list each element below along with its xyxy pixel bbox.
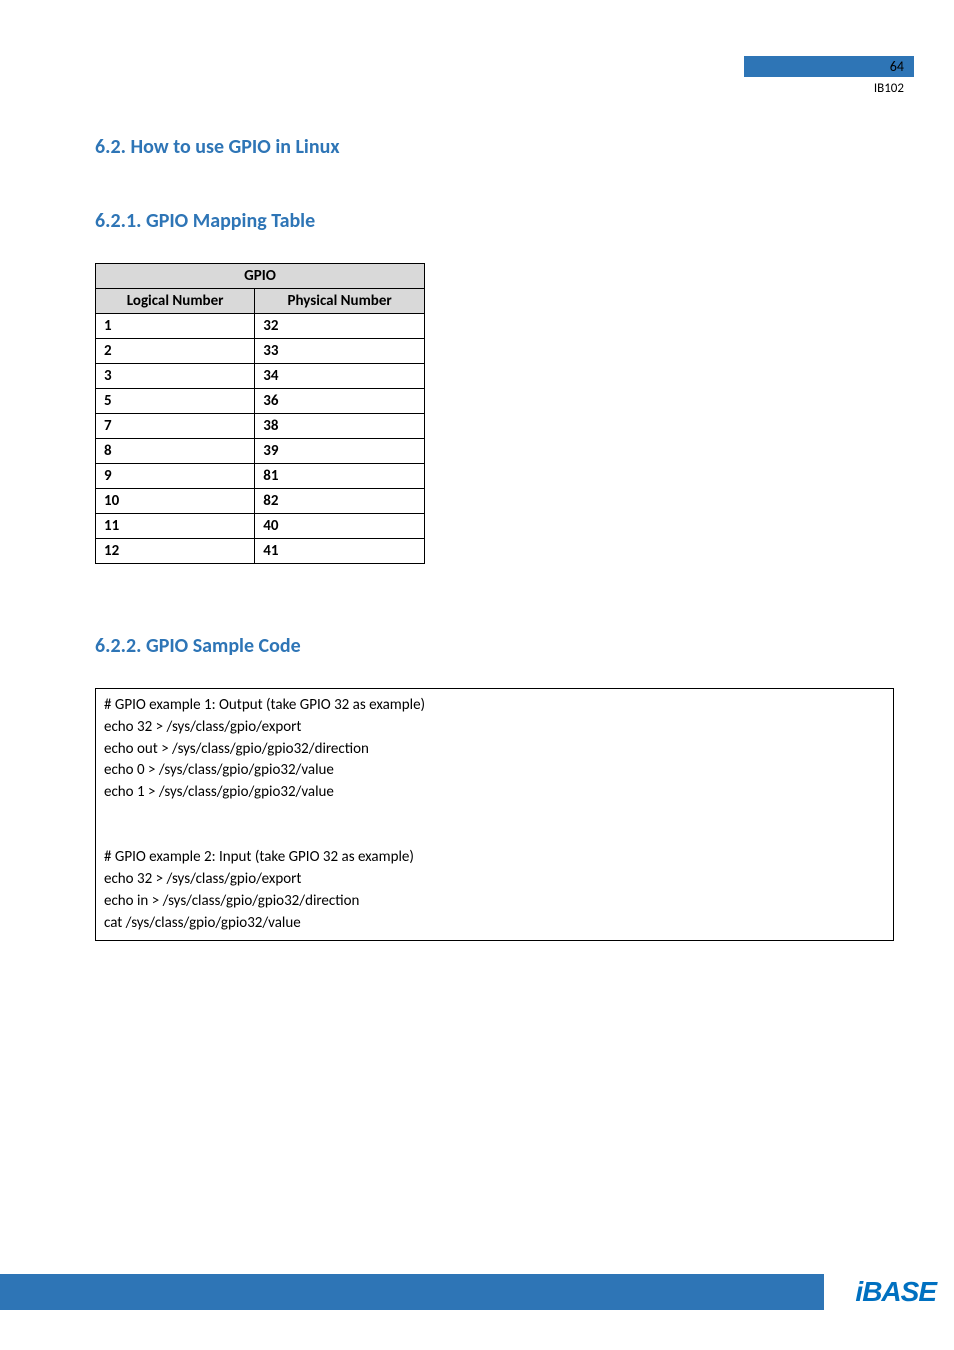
table-row: 1241: [96, 539, 425, 564]
table-cell: 33: [255, 339, 425, 364]
code-line: echo 1 > /sys/class/gpio/gpio32/value: [104, 782, 885, 804]
section-heading-6-2: 6.2. How to use GPIO in Linux: [95, 135, 894, 159]
table-row: 738: [96, 414, 425, 439]
table-row: 132: [96, 314, 425, 339]
section-heading-6-2-2: 6.2.2. GPIO Sample Code: [95, 634, 894, 658]
table-title-row: GPIO: [96, 264, 425, 289]
code-sample-box: # GPIO example 1: Output (take GPIO 32 a…: [95, 688, 894, 941]
table-cell: 7: [96, 414, 255, 439]
table-cell: 36: [255, 389, 425, 414]
table-header-physical: Physical Number: [255, 289, 425, 314]
code-line: echo 32 > /sys/class/gpio/export: [104, 869, 885, 891]
section-heading-6-2-1: 6.2.1. GPIO Mapping Table: [95, 209, 894, 233]
table-cell: 9: [96, 464, 255, 489]
table-cell: 34: [255, 364, 425, 389]
table-row: 1082: [96, 489, 425, 514]
table-cell: 1: [96, 314, 255, 339]
ibase-logo: iBASE: [855, 1276, 936, 1308]
table-row: 981: [96, 464, 425, 489]
table-row: 334: [96, 364, 425, 389]
page-number: 64: [890, 58, 904, 75]
gpio-mapping-table: GPIO Logical Number Physical Number 132 …: [95, 263, 425, 564]
table-cell: 12: [96, 539, 255, 564]
page-header: 64 IB102: [744, 56, 914, 96]
table-header-logical: Logical Number: [96, 289, 255, 314]
table-cell: 3: [96, 364, 255, 389]
table-cell: 40: [255, 514, 425, 539]
table-row: 1140: [96, 514, 425, 539]
table-cell: 39: [255, 439, 425, 464]
code-blank-line: [104, 826, 885, 848]
table-cell: 38: [255, 414, 425, 439]
table-row: 839: [96, 439, 425, 464]
code-line: echo 0 > /sys/class/gpio/gpio32/value: [104, 760, 885, 782]
footer-color-bar: [0, 1274, 824, 1310]
code-line: echo out > /sys/class/gpio/gpio32/direct…: [104, 739, 885, 761]
table-cell: 32: [255, 314, 425, 339]
table-header-row: Logical Number Physical Number: [96, 289, 425, 314]
table-cell: 82: [255, 489, 425, 514]
table-cell: 10: [96, 489, 255, 514]
table-cell: 81: [255, 464, 425, 489]
code-line: echo in > /sys/class/gpio/gpio32/directi…: [104, 891, 885, 913]
code-line: # GPIO example 2: Input (take GPIO 32 as…: [104, 847, 885, 869]
code-line: echo 32 > /sys/class/gpio/export: [104, 717, 885, 739]
page-footer: iBASE: [0, 1274, 954, 1310]
table-title-cell: GPIO: [96, 264, 425, 289]
page-content: 6.2. How to use GPIO in Linux 6.2.1. GPI…: [95, 135, 894, 941]
table-cell: 5: [96, 389, 255, 414]
table-cell: 2: [96, 339, 255, 364]
table-cell: 41: [255, 539, 425, 564]
code-line: # GPIO example 1: Output (take GPIO 32 a…: [104, 695, 885, 717]
table-cell: 11: [96, 514, 255, 539]
footer-logo-container: iBASE: [824, 1274, 954, 1310]
table-row: 536: [96, 389, 425, 414]
doc-id: IB102: [744, 77, 914, 96]
code-line: cat /sys/class/gpio/gpio32/value: [104, 913, 885, 935]
table-cell: 8: [96, 439, 255, 464]
code-blank-line: [104, 804, 885, 826]
table-row: 233: [96, 339, 425, 364]
page-number-bar: 64: [744, 56, 914, 77]
